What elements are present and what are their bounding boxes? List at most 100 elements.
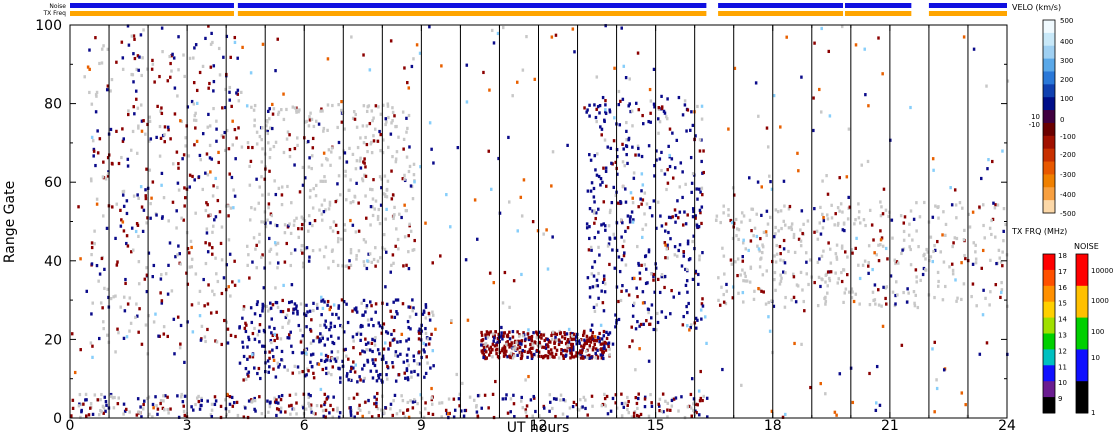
scatter-point: [549, 340, 552, 344]
scatter-point: [649, 99, 653, 103]
scatter-point: [677, 291, 681, 295]
scatter-point: [207, 86, 210, 90]
scatter-point: [702, 394, 705, 399]
scatter-point: [135, 302, 138, 306]
scatter-point: [340, 325, 344, 329]
scatter-point: [621, 221, 624, 225]
scatter-point: [394, 379, 398, 383]
scatter-point: [655, 328, 658, 332]
velocity-colorbar-swatch: [1043, 174, 1055, 188]
scatter-point: [770, 259, 774, 264]
scatter-point: [963, 253, 966, 258]
scatter-point: [691, 277, 695, 281]
scatter-point: [336, 182, 339, 186]
scatter-point: [192, 118, 196, 122]
scatter-point: [993, 206, 997, 210]
scatter-point: [818, 221, 821, 225]
scatter-point: [631, 339, 634, 343]
scatter-point: [742, 238, 745, 242]
scatter-point: [544, 354, 547, 358]
scatter-point: [380, 177, 383, 181]
scatter-point: [93, 242, 96, 246]
scatter-point: [508, 345, 511, 349]
scatter-point: [137, 68, 140, 72]
scatter-point: [419, 165, 422, 169]
scatter-point: [261, 253, 264, 257]
scatter-point: [340, 100, 343, 104]
scatter-point: [234, 334, 237, 339]
txfreq-tick-label: 17: [1058, 268, 1067, 276]
scatter-point: [725, 282, 728, 287]
scatter-point: [894, 293, 897, 298]
scatter-point: [121, 56, 125, 60]
scatter-point: [480, 338, 484, 343]
scatter-point: [541, 345, 544, 349]
scatter-point: [508, 337, 512, 341]
scatter-point: [785, 35, 788, 39]
scatter-point: [608, 353, 612, 357]
scatter-point: [826, 284, 829, 288]
scatter-point: [253, 124, 256, 128]
scatter-point: [295, 304, 298, 308]
scatter-point: [552, 397, 556, 401]
scatter-point: [699, 211, 702, 215]
scatter-point: [666, 256, 669, 260]
scatter-point: [650, 401, 653, 405]
scatter-point: [328, 307, 332, 312]
scatter-point: [274, 192, 278, 197]
scatter-point: [588, 153, 591, 157]
scatter-point: [190, 99, 194, 104]
scatter-point: [840, 270, 843, 275]
scatter-point: [445, 193, 448, 197]
scatter-point: [388, 343, 392, 347]
scatter-point: [198, 70, 202, 75]
scatter-point: [532, 396, 536, 400]
scatter-point: [226, 392, 229, 397]
scatter-point: [868, 371, 871, 376]
scatter-point: [291, 371, 295, 375]
scatter-point: [392, 215, 395, 219]
scatter-point: [260, 175, 263, 179]
scatter-point: [622, 64, 626, 68]
scatter-point: [630, 210, 634, 214]
scatter-point: [994, 203, 997, 207]
scatter-point: [450, 320, 453, 324]
scatter-point: [980, 266, 984, 270]
scatter-point: [427, 311, 431, 316]
scatter-point: [308, 309, 312, 313]
scatter-point: [347, 266, 351, 270]
scatter-point: [929, 235, 933, 239]
scatter-point: [891, 236, 894, 240]
scatter-point: [390, 121, 393, 125]
scatter-point: [77, 205, 80, 209]
scatter-point: [637, 414, 641, 419]
scatter-point: [1000, 281, 1003, 285]
scatter-point: [546, 356, 550, 360]
scatter-point: [322, 255, 326, 259]
scatter-point: [696, 225, 699, 229]
scatter-point: [391, 361, 394, 365]
scatter-point: [331, 365, 335, 369]
scatter-point: [247, 335, 250, 339]
scatter-point: [120, 155, 123, 160]
scatter-point: [914, 268, 918, 272]
scatter-point: [352, 346, 355, 350]
scatter-point: [371, 188, 374, 192]
scatter-point: [88, 90, 91, 95]
scatter-point: [544, 346, 548, 350]
scatter-point: [615, 248, 619, 253]
x-tick-label: 15: [647, 418, 665, 434]
scatter-point: [271, 102, 274, 107]
scatter-point: [273, 332, 276, 337]
scatter-point: [491, 334, 495, 338]
scatter-point: [641, 113, 644, 118]
scatter-point: [187, 251, 191, 255]
scatter-point: [595, 303, 599, 307]
scatter-point: [413, 180, 416, 184]
scatter-point: [895, 260, 899, 264]
scatter-point: [177, 188, 181, 192]
scatter-point: [657, 402, 660, 406]
scatter-point: [722, 211, 725, 215]
scatter-point: [257, 366, 261, 371]
